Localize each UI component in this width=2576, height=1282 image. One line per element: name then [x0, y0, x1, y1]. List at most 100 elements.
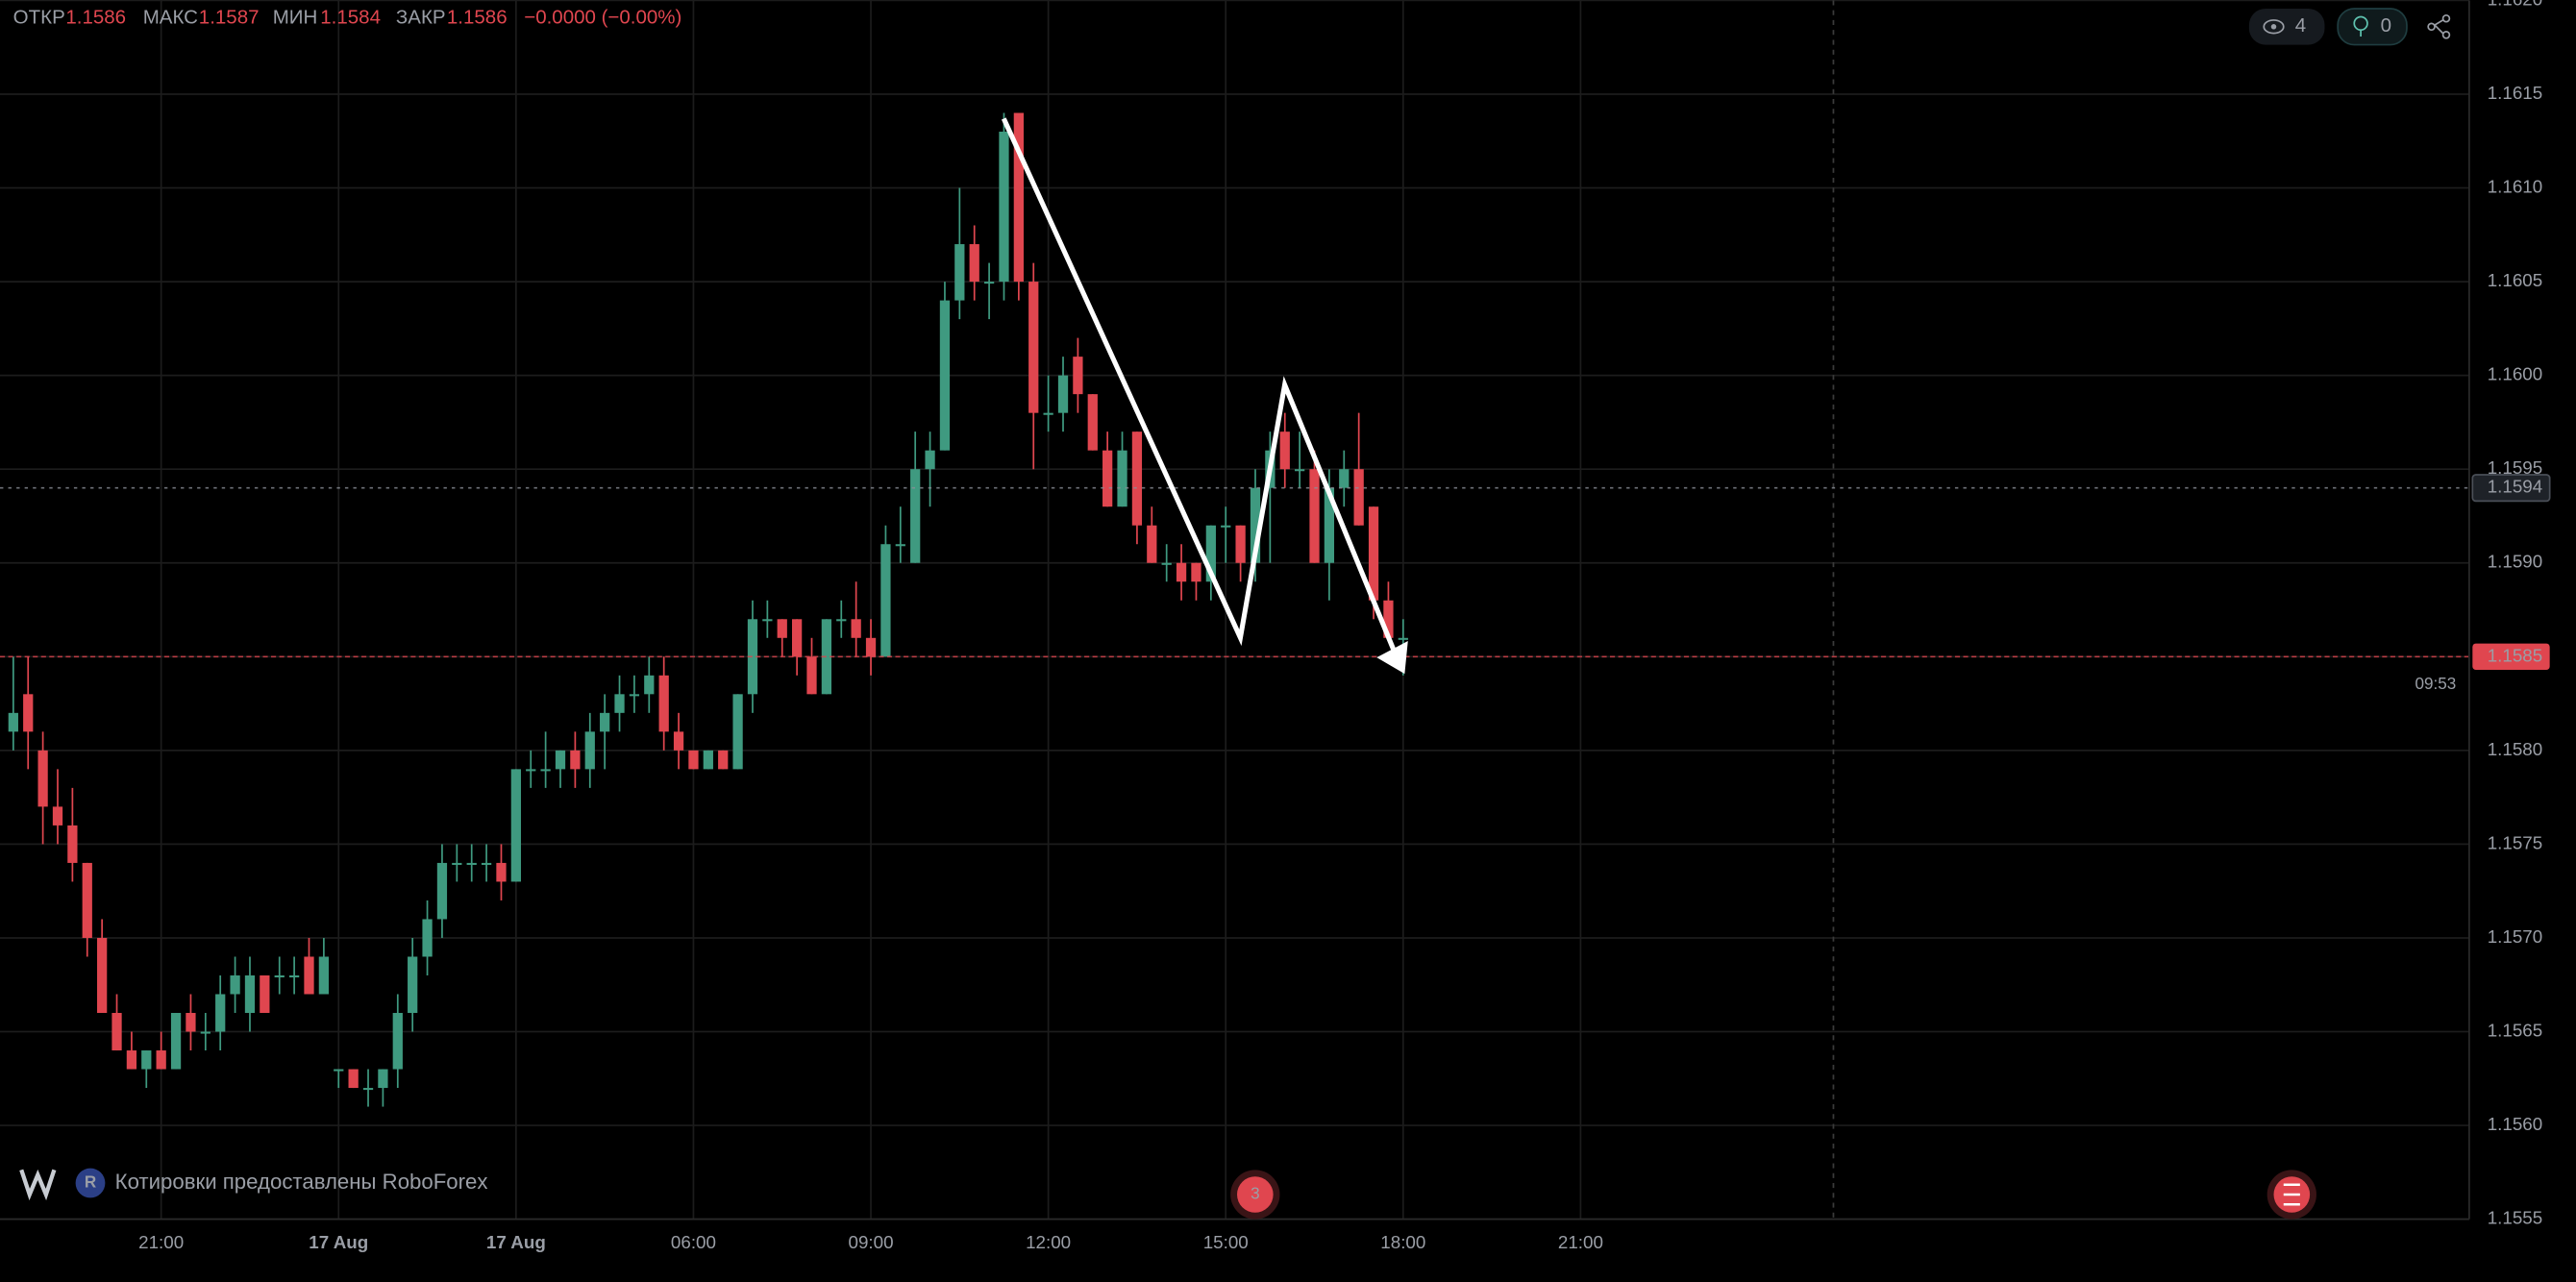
candle-body	[466, 862, 477, 865]
candle-body	[8, 712, 18, 732]
time-axis	[0, 1219, 2469, 1282]
change-value: −0.0000 (−0.00%)	[524, 7, 681, 29]
candle-body	[673, 731, 684, 751]
candle-body	[732, 694, 743, 770]
candle-body	[806, 656, 817, 695]
y-tick-label: 1.1555	[2488, 1208, 2543, 1228]
price-tag-label: 1.1594	[2488, 477, 2543, 497]
candle-body	[1087, 394, 1098, 451]
y-tick-label: 1.1580	[2488, 739, 2543, 759]
candle-body	[1073, 357, 1083, 395]
candle-body	[334, 1069, 344, 1072]
candle-body	[555, 750, 566, 770]
y-tick-label: 1.1595	[2488, 457, 2543, 478]
viewers-button[interactable]	[2248, 8, 2325, 45]
share-button[interactable]	[2427, 13, 2451, 39]
candle-body	[304, 956, 314, 995]
candle-body	[762, 619, 773, 622]
price-tag	[2472, 643, 2550, 670]
candle-body	[1028, 282, 1039, 413]
candle-body	[895, 544, 905, 547]
grid	[0, 0, 2469, 1220]
candle-body	[82, 862, 92, 938]
x-tick-label: 17 Aug	[486, 1232, 546, 1252]
candle-body	[436, 862, 448, 920]
candle-body	[1147, 525, 1157, 563]
attribution: Котировки предоставлены RoboForex	[115, 1170, 488, 1194]
price-tag-label: 1.1585	[2488, 645, 2543, 665]
candle-body	[600, 712, 610, 732]
candle-body	[348, 1069, 359, 1089]
candle-body	[126, 1050, 137, 1070]
candle-body	[1235, 525, 1246, 563]
x-tick-label: 18:00	[1380, 1232, 1425, 1252]
eye-icon	[2263, 19, 2285, 35]
y-tick-label: 1.1590	[2488, 552, 2543, 572]
y-tick-label: 1.1620	[2488, 0, 2543, 9]
candle-body	[52, 806, 63, 826]
y-tick-label: 1.1615	[2488, 83, 2543, 103]
high-label: МАКС	[143, 7, 198, 29]
share-link	[2433, 19, 2444, 35]
candle-body	[821, 619, 832, 695]
eye-pupil	[2270, 24, 2277, 30]
candle-body	[1221, 525, 1231, 528]
candle-body	[1324, 487, 1335, 563]
menu-icon	[2283, 1183, 2300, 1206]
candle-body	[378, 1069, 388, 1089]
candle-body	[1057, 375, 1069, 413]
candle-body	[1205, 525, 1216, 582]
candle-body	[969, 244, 979, 283]
viewers-count: 4	[2295, 14, 2306, 37]
candle-body	[836, 619, 847, 622]
candle-body	[614, 694, 625, 713]
candle-body	[1117, 450, 1127, 507]
candle-body	[688, 750, 699, 770]
candle-body	[274, 974, 285, 978]
candle-body	[540, 769, 551, 772]
drawing-arrowhead	[1376, 641, 1408, 675]
y-tick-label: 1.1565	[2488, 1020, 2543, 1040]
candle-body	[481, 862, 492, 865]
events-badge[interactable]	[1237, 1176, 1274, 1213]
x-tick-label: 21:00	[1558, 1232, 1603, 1252]
candle-body	[983, 282, 995, 284]
candle-body	[170, 1013, 182, 1070]
candle-body	[362, 1088, 374, 1091]
candle-body	[1398, 637, 1408, 640]
candle-body	[496, 862, 507, 882]
candle-body	[644, 675, 655, 695]
candle-body	[851, 619, 861, 638]
candle-body	[23, 694, 34, 732]
share-dot	[2441, 31, 2451, 39]
y-tick-label: 1.1610	[2488, 176, 2543, 196]
close-value: 1.1586	[447, 7, 508, 29]
candle-body	[925, 450, 935, 470]
candle-body	[1368, 506, 1379, 601]
ideas-button[interactable]	[2337, 8, 2408, 46]
candle-body	[510, 769, 521, 882]
candle-body	[584, 731, 595, 770]
candle-body	[718, 750, 729, 770]
candle-body	[392, 1013, 403, 1070]
candle-body	[67, 825, 78, 863]
share-dot	[2441, 13, 2451, 23]
drawing-zigzag[interactable]	[1001, 117, 1400, 662]
candle-body	[156, 1050, 166, 1070]
x-tick-label: 21:00	[138, 1232, 184, 1252]
candle-body	[865, 637, 877, 657]
x-tick-label: 17 Aug	[309, 1232, 368, 1252]
candle-body	[1295, 469, 1305, 472]
candle-body	[1353, 469, 1364, 526]
candle-body	[1176, 562, 1187, 582]
candle-body	[1309, 469, 1320, 563]
y-tick-label: 1.1605	[2488, 270, 2543, 290]
candle-body	[260, 974, 270, 1014]
candle-body	[954, 244, 965, 301]
axes: 1.1555 1.1560 1.1565 1.1570 1.1575 1.1580 1.15…	[138, 0, 2551, 1252]
candle-body	[318, 956, 330, 995]
candle-body	[629, 694, 640, 697]
